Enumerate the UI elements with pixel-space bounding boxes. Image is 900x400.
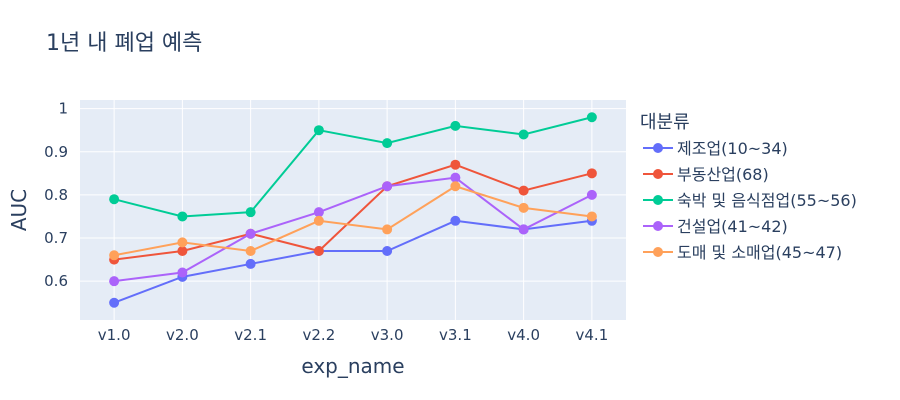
data-point [586, 189, 597, 200]
x-tick-label: v4.1 [576, 326, 609, 344]
series [109, 172, 597, 287]
legend-item[interactable]: 숙박 및 음식점업(55~56) [643, 191, 857, 210]
data-point [450, 215, 461, 226]
series-line [113, 116, 593, 218]
data-point [382, 224, 393, 235]
legend-label: 숙박 및 음식점업(55~56) [677, 191, 857, 210]
x-tick-label: v3.0 [371, 326, 404, 344]
series-line [113, 219, 593, 304]
legend-item[interactable]: 부동산업(68) [643, 165, 769, 184]
legend-swatch-marker [653, 247, 663, 257]
data-point [245, 207, 256, 218]
legend-swatch-marker [653, 143, 663, 153]
legend-swatch-marker [653, 221, 663, 231]
series [109, 112, 597, 222]
data-point [382, 245, 393, 256]
data-point [245, 245, 256, 256]
legend-item[interactable]: 제조업(10~34) [643, 139, 788, 158]
data-point [109, 297, 120, 308]
x-axis-ticks: v1.0 v2.0 v2.1 v2.2 v3.0 v3.1 v4.0 v4.1 [98, 326, 608, 344]
data-point [518, 129, 529, 140]
data-point [518, 185, 529, 196]
data-point [382, 181, 393, 192]
data-point [450, 181, 461, 192]
x-tick-label: v2.0 [166, 326, 199, 344]
y-axis-title: AUC [7, 189, 31, 231]
series-group [109, 112, 597, 308]
data-point [518, 202, 529, 213]
data-point [313, 125, 324, 136]
y-tick-label: 1 [58, 100, 68, 118]
data-point [450, 120, 461, 131]
data-point [313, 215, 324, 226]
y-axis-ticks: 0.6 0.7 0.8 0.9 1 [44, 100, 68, 291]
data-point [177, 211, 188, 222]
x-tick-label: v4.0 [507, 326, 540, 344]
data-point [109, 276, 120, 287]
data-point [382, 138, 393, 149]
legend-label: 건설업(41~42) [677, 217, 788, 236]
data-point [450, 172, 461, 183]
legend-item[interactable]: 건설업(41~42) [643, 217, 788, 236]
data-point [245, 228, 256, 239]
gridlines [80, 100, 626, 320]
x-axis-title: exp_name [301, 354, 404, 378]
data-point [313, 207, 324, 218]
data-point [109, 250, 120, 261]
data-point [586, 211, 597, 222]
data-point [586, 112, 597, 123]
y-tick-label: 0.8 [44, 186, 68, 204]
data-point [450, 159, 461, 170]
series-line [113, 176, 593, 283]
legend-label: 제조업(10~34) [677, 139, 788, 158]
data-point [177, 267, 188, 278]
y-tick-label: 0.6 [44, 272, 68, 290]
data-point [518, 224, 529, 235]
series-line [113, 163, 593, 261]
data-point [245, 258, 256, 269]
x-tick-label: v3.1 [439, 326, 472, 344]
legend-title: 대분류 [640, 112, 690, 133]
series [109, 181, 597, 261]
legend: 대분류 제조업(10~34) 부동산업(68) 숙박 및 음식점업(55~56) 건설… [640, 112, 857, 262]
data-point [109, 194, 120, 205]
legend-item[interactable]: 도매 및 소매업(45~47) [643, 243, 842, 262]
data-point [177, 245, 188, 256]
chart-title: 1년 내 폐업 예측 [46, 31, 202, 56]
x-tick-label: v2.1 [234, 326, 267, 344]
series-line [113, 185, 593, 257]
data-point [313, 245, 324, 256]
x-tick-label: v1.0 [98, 326, 131, 344]
x-tick-label: v2.2 [303, 326, 336, 344]
legend-swatch-marker [653, 195, 663, 205]
legend-label: 부동산업(68) [677, 165, 769, 184]
y-tick-label: 0.9 [44, 143, 68, 161]
legend-swatch-marker [653, 169, 663, 179]
legend-label: 도매 및 소매업(45~47) [677, 243, 842, 262]
data-point [586, 168, 597, 179]
data-point [177, 237, 188, 248]
y-tick-label: 0.7 [44, 229, 68, 247]
